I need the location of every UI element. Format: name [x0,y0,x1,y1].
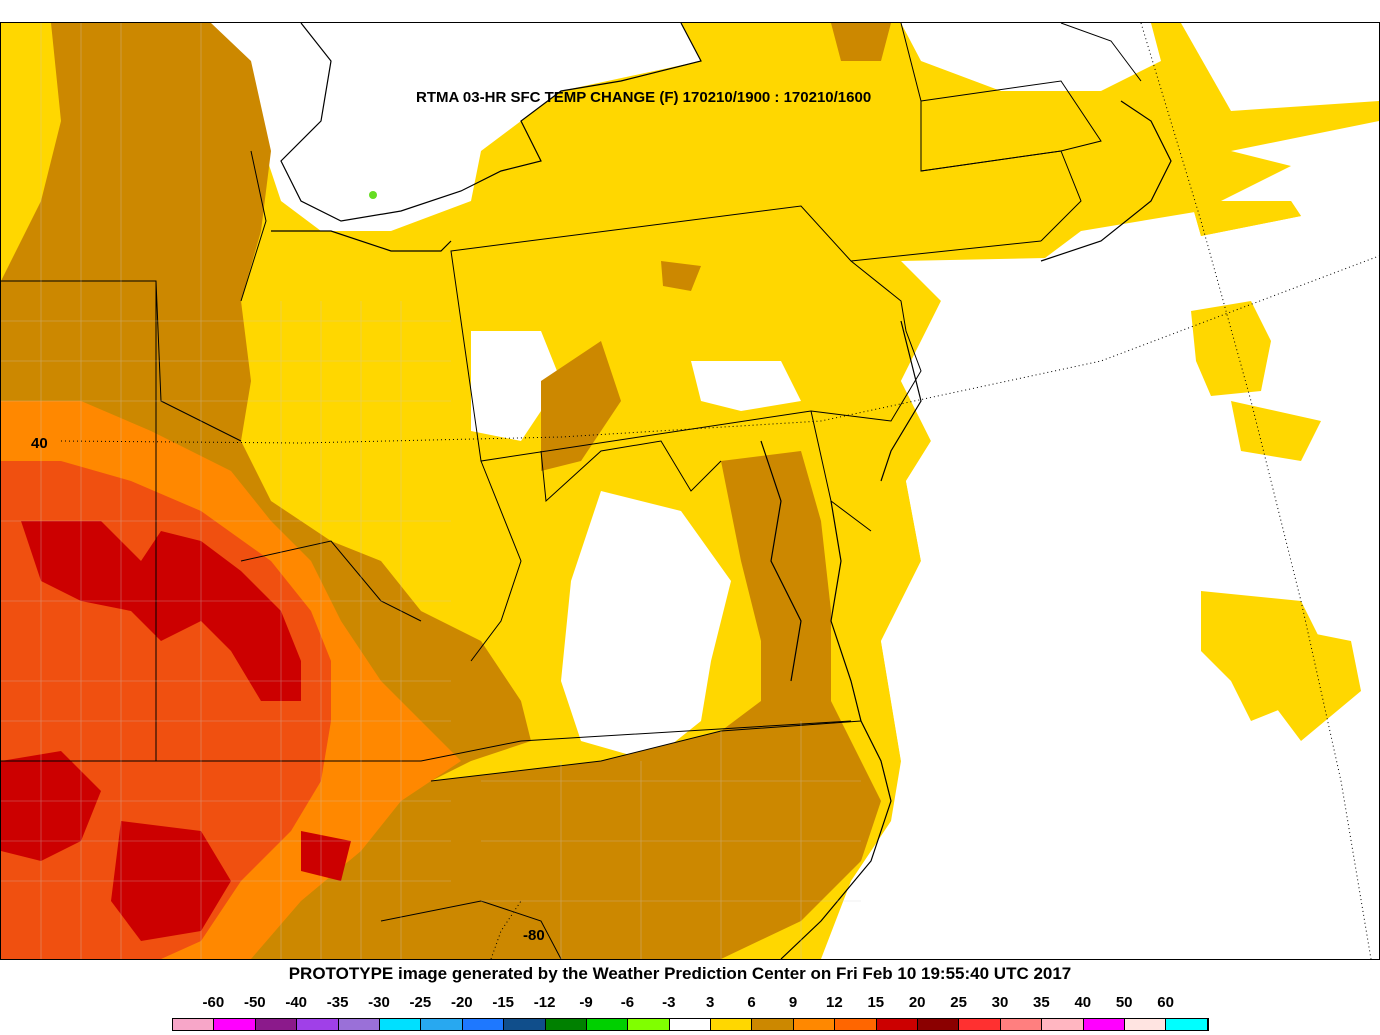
legend-label: 50 [1115,994,1133,1011]
legend-swatch [255,1019,298,1030]
legend-swatch [462,1019,505,1030]
legend-label: 25 [950,994,967,1011]
legend-label: 15 [867,994,885,1011]
legend-swatch [421,1019,463,1030]
temperature-change-map [1,23,1379,959]
legend-swatch [379,1019,422,1030]
graticule [60,23,1379,959]
legend-swatch [959,1019,1001,1030]
legend-swatch [1124,1019,1167,1030]
legend-swatch [793,1019,836,1030]
legend-labels: -60 -50 -40 -35 -30 -25 -20 -15 -12 -9 -6 -3 3 6 9 12 15… [0,994,1380,1014]
legend-swatch [586,1019,629,1030]
legend-swatch [338,1019,380,1030]
map-panel: RTMA 03-HR SFC TEMP CHANGE (F) 170210/19… [0,22,1380,960]
legend-swatch [835,1019,877,1030]
legend-label: -20 [450,994,473,1011]
county-boundaries [1,23,861,959]
legend-swatch [669,1019,712,1030]
legend-label: 20 [908,994,926,1011]
legend-color-bar [172,1018,1209,1031]
legend-swatch [711,1019,753,1030]
legend-label: 6 [747,994,756,1011]
legend-label: -25 [409,994,432,1011]
legend-label: 30 [991,994,1009,1011]
legend-label: 3 [706,994,715,1011]
legend-label: 60 [1157,994,1174,1011]
legend-label: -12 [533,994,556,1011]
legend-swatch [1166,1019,1208,1030]
longitude-label: -80 [523,927,545,944]
legend-swatch [297,1019,339,1030]
legend-label: -35 [326,994,349,1011]
legend-swatch [1000,1019,1043,1030]
legend-label: 9 [788,994,798,1011]
legend-label: -6 [620,994,635,1011]
legend-swatch [752,1019,794,1030]
coastlines [271,23,1172,959]
legend-label: -30 [368,994,390,1011]
legend-label: 40 [1074,994,1092,1011]
legend-swatch [1083,1019,1125,1030]
legend-swatch [918,1019,960,1030]
legend-label: 12 [826,994,843,1011]
legend-label: -3 [662,994,676,1011]
legend-label: -9 [579,994,593,1011]
legend-label: -60 [202,994,225,1011]
legend-swatch [214,1019,256,1030]
legend-label: 35 [1033,994,1050,1011]
legend-swatch [628,1019,670,1030]
legend-label: -40 [285,994,308,1011]
legend-swatch [504,1019,546,1030]
legend-swatch [173,1019,215,1030]
legend-swatch [1042,1019,1084,1030]
legend-label: -50 [243,994,266,1011]
state-boundaries [1,23,1142,959]
footer-attribution: PROTOTYPE image generated by the Weather… [288,964,1072,983]
legend-swatch [545,1019,587,1030]
legend-swatch [876,1019,919,1030]
legend-label: -15 [492,994,515,1011]
latitude-label: 40 [31,435,48,452]
fill-3-to-6-overlays [1191,201,1361,741]
small-green-patch [369,191,377,199]
map-title: RTMA 03-HR SFC TEMP CHANGE (F) 170210/19… [416,89,872,106]
